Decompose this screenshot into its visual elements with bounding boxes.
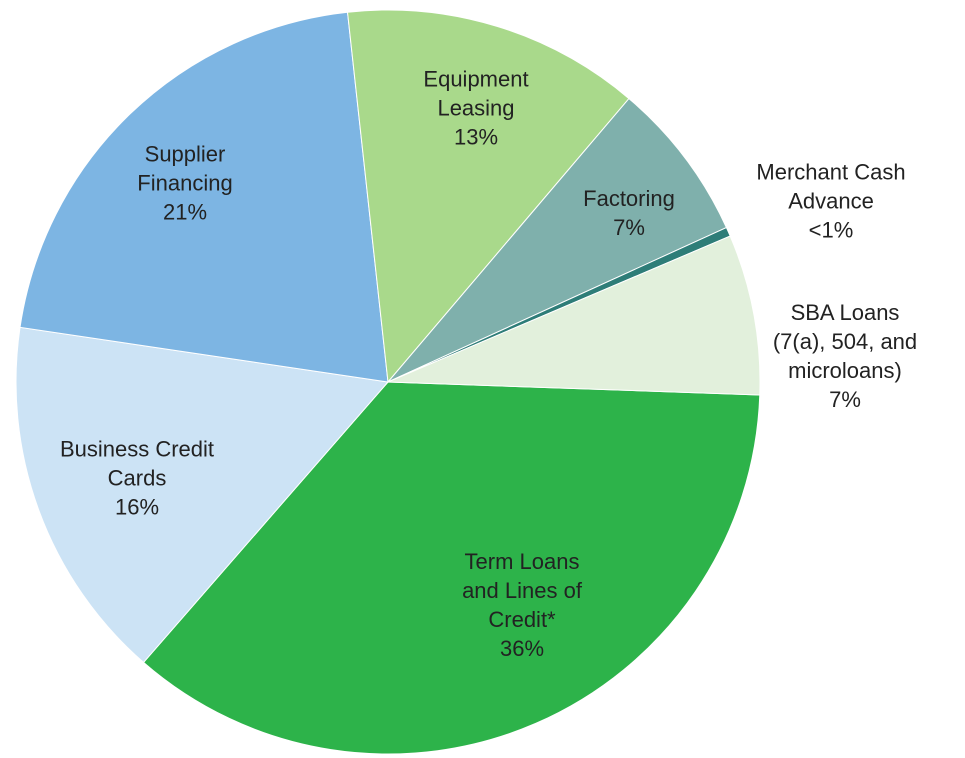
- pie-slice: [142, 381, 761, 755]
- value-label: 36%: [499, 636, 545, 661]
- category-label: SBA Loans (7(a), 504, and microloans): [772, 300, 918, 383]
- value-label: 16%: [114, 494, 160, 520]
- value-label: 13%: [453, 124, 499, 150]
- slice-label: Equipment Leasing 13%: [396, 65, 556, 152]
- category-label: Business Credit Cards: [59, 436, 215, 491]
- category-label: Term Loans and Lines of Credit*: [462, 549, 582, 632]
- value-label: <1%: [808, 217, 854, 243]
- category-label: Merchant Cash Advance: [756, 159, 906, 214]
- pie-slice: [346, 9, 630, 384]
- slice-label: Factoring 7%: [569, 184, 689, 242]
- category-label: Factoring: [583, 186, 675, 211]
- value-label: 21%: [162, 199, 208, 225]
- slice-label: Merchant Cash Advance <1%: [731, 158, 931, 245]
- pie-slice: [19, 11, 389, 383]
- pie-slice: [387, 97, 728, 383]
- value-label: 7%: [829, 387, 861, 412]
- slice-label: Supplier Financing 21%: [110, 140, 260, 227]
- category-label: Supplier Financing: [137, 141, 233, 196]
- slice-label: Business Credit Cards 16%: [42, 435, 232, 522]
- pie-slice: [15, 326, 389, 664]
- pie-slice: [387, 235, 761, 396]
- category-label: Equipment Leasing: [423, 66, 529, 121]
- value-label: 7%: [613, 215, 645, 240]
- slice-label: SBA Loans (7(a), 504, and microloans) 7%: [765, 298, 925, 414]
- slice-label: Term Loans and Lines of Credit* 36%: [452, 547, 592, 663]
